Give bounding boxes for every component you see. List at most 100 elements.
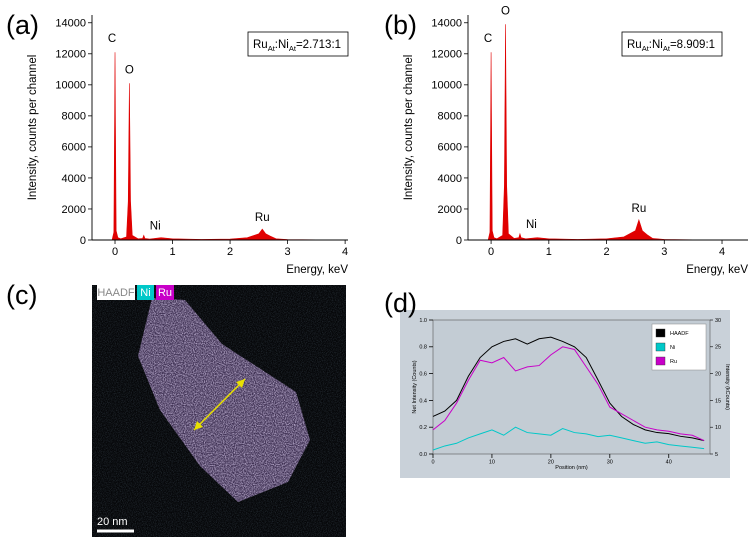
legend-box xyxy=(156,285,174,300)
y2-tick-label: 10 xyxy=(715,425,721,431)
x-tick-label: 10 xyxy=(489,460,495,466)
legend-label: Ru xyxy=(670,359,677,365)
y-tick-label: 8000 xyxy=(438,111,462,123)
y-axis-label: Net Intensity (Counts) xyxy=(412,360,418,413)
peak-label: O xyxy=(501,5,510,17)
ratio-label-part: At xyxy=(268,44,276,53)
x-tick-label: 0 xyxy=(431,460,434,466)
peak-label: C xyxy=(484,33,492,45)
y2-tick-label: 20 xyxy=(715,372,721,378)
y-tick-label: 12000 xyxy=(431,49,462,61)
ratio-label-part: At xyxy=(663,44,671,53)
y-tick-label: 2000 xyxy=(62,204,86,216)
y-tick-label: 0.8 xyxy=(419,345,427,351)
peak-label: Ru xyxy=(632,203,647,215)
x-tick-label: 0 xyxy=(488,246,494,258)
profile-arrow xyxy=(193,378,246,431)
legend-label: Ni xyxy=(140,287,150,299)
x-axis-label: Position (nm) xyxy=(555,465,588,471)
legend-box xyxy=(137,285,154,300)
y-tick-label: 0.0 xyxy=(419,452,427,458)
x-tick-label: 2 xyxy=(603,246,609,258)
ratio-label: RuAt:NiAt=8.909:1 xyxy=(627,39,715,53)
ratio-label: RuAt:NiAt=2.713:1 xyxy=(253,39,341,53)
y-tick-label: 6000 xyxy=(438,142,462,154)
ratio-label-part: At xyxy=(289,44,297,53)
y-tick-label: 10000 xyxy=(431,80,462,92)
ratio-label-part: :Ni xyxy=(649,39,663,51)
legend-label: HAADF xyxy=(97,287,135,299)
x-axis-label: Energy, keV xyxy=(686,264,748,276)
spectrum-area xyxy=(92,52,349,241)
peak-label: C xyxy=(108,33,116,45)
y-tick-label: 14000 xyxy=(431,18,462,30)
profile-line xyxy=(432,346,705,442)
x-tick-label: 3 xyxy=(285,246,291,258)
x-tick-label: 40 xyxy=(666,460,672,466)
spectrum-area xyxy=(468,24,749,241)
peak-label: O xyxy=(125,64,134,76)
y-tick-label: 6000 xyxy=(62,142,86,154)
arrow-head xyxy=(236,379,245,388)
x-axis-label: Energy, keV xyxy=(286,264,348,276)
y-tick-label: 2000 xyxy=(438,204,462,216)
legend-swatch xyxy=(655,328,666,338)
panel-label: (a) xyxy=(6,10,39,40)
chart: 0.0 0.2 0.4 0.6 0.8 1.0 5 10 15 20 25 30 0 10 20 30 40 Po… xyxy=(400,310,730,478)
arrow-head xyxy=(194,421,203,430)
peak-label: Ni xyxy=(526,219,537,231)
panel-label: (d) xyxy=(384,288,417,318)
y-tick-label: 8000 xyxy=(62,111,86,123)
ratio-label-part: :Ni xyxy=(275,39,289,51)
legend-label: Ru xyxy=(158,287,172,299)
y2-tick-label: 30 xyxy=(715,318,721,324)
stem-image: HAADF Ni Ru 20 nm xyxy=(92,285,346,537)
legend-swatch xyxy=(655,356,666,366)
x-tick-label: 1 xyxy=(169,246,175,258)
ratio-label-part: At xyxy=(642,44,650,53)
y-axis-label: Intensity, counts per channel xyxy=(27,55,39,201)
y2-axis-label: Intensity (kCounts) xyxy=(724,364,730,410)
legend-label: HAADF xyxy=(670,331,689,337)
ratio-label-part: Ru xyxy=(627,39,642,51)
x-tick-label: 2 xyxy=(227,246,233,258)
scale-bar-label: 20 nm xyxy=(97,516,128,528)
ratio-label-part: =8.909:1 xyxy=(670,39,715,51)
legend-swatch xyxy=(655,342,666,352)
ratio-box xyxy=(247,31,349,57)
x-tick-label: 30 xyxy=(607,460,613,466)
x-tick-label: 0 xyxy=(112,246,118,258)
y-tick-label: 4000 xyxy=(438,173,462,185)
panel-label: (b) xyxy=(384,10,417,40)
y2-tick-label: 5 xyxy=(715,452,718,458)
y-tick-label: 0.4 xyxy=(419,398,427,404)
y-tick-label: 0.6 xyxy=(419,372,427,378)
profile-line xyxy=(432,336,705,442)
y-tick-label: 10000 xyxy=(55,80,86,92)
legend-box xyxy=(97,285,135,300)
ratio-box xyxy=(621,31,723,57)
y2-tick-label: 15 xyxy=(715,398,721,404)
ratio-label-part: =2.713:1 xyxy=(296,39,341,51)
y-tick-label: 12000 xyxy=(55,49,86,61)
legend-label: Ni xyxy=(670,345,675,351)
x-tick-label: 20 xyxy=(548,460,554,466)
x-tick-label: 4 xyxy=(719,246,725,258)
y-axis-label: Intensity, counts per channel xyxy=(403,55,415,201)
y-tick-label: 0 xyxy=(80,235,86,247)
panel-label: (c) xyxy=(6,280,37,310)
y-tick-label: 1.0 xyxy=(419,318,427,324)
y-tick-label: 0.2 xyxy=(419,425,427,431)
ratio-label-part: Ru xyxy=(253,39,268,51)
profile-line xyxy=(432,426,705,451)
chart: 0 2000 4000 6000 8000 10000 12000 14000 0 1 2 3 4 Ene… xyxy=(403,5,748,276)
chart: 0 2000 4000 6000 8000 10000 12000 14000 0 1 2 3 4 Ene… xyxy=(27,15,349,276)
y-tick-label: 14000 xyxy=(55,18,86,30)
peak-label: Ni xyxy=(150,220,161,232)
y-tick-label: 4000 xyxy=(62,173,86,185)
y2-tick-label: 25 xyxy=(715,345,721,351)
x-tick-label: 4 xyxy=(342,246,348,258)
x-tick-label: 3 xyxy=(661,246,667,258)
